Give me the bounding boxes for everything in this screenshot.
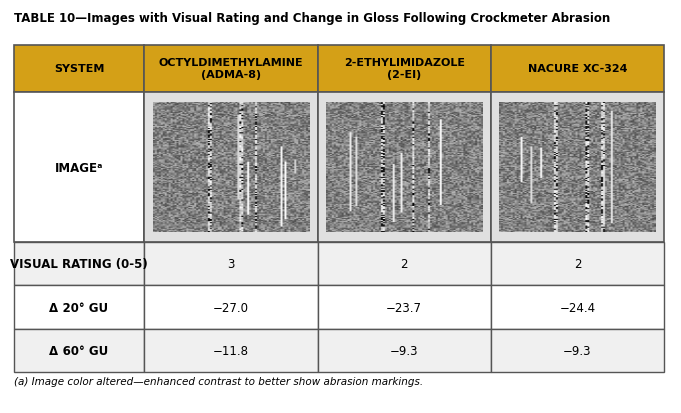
Text: OCTYLDIMETHYLAMINE
(ADMA-8): OCTYLDIMETHYLAMINE (ADMA-8): [159, 58, 303, 80]
Bar: [317, 93, 491, 243]
Bar: [144, 93, 317, 243]
Text: Δ 60° GU: Δ 60° GU: [49, 344, 109, 357]
Bar: [14, 45, 144, 93]
Bar: [144, 285, 317, 329]
Bar: [14, 329, 144, 372]
Text: NACURE XC-324: NACURE XC-324: [528, 64, 627, 74]
Text: −24.4: −24.4: [559, 301, 596, 314]
Bar: [14, 243, 144, 285]
Bar: [491, 93, 664, 243]
Text: −23.7: −23.7: [386, 301, 422, 314]
Bar: [144, 243, 317, 285]
Text: Δ 20° GU: Δ 20° GU: [50, 301, 108, 314]
Bar: [491, 45, 664, 93]
Text: TABLE 10—Images with Visual Rating and Change in Gloss Following Crockmeter Abra: TABLE 10—Images with Visual Rating and C…: [14, 12, 610, 25]
Text: 2-ETHYLIMIDAZOLE
(2-EI): 2-ETHYLIMIDAZOLE (2-EI): [344, 58, 464, 80]
Bar: [14, 285, 144, 329]
Bar: [14, 93, 144, 243]
Text: 2: 2: [573, 258, 582, 271]
Text: 2: 2: [400, 258, 408, 271]
Text: −27.0: −27.0: [213, 301, 249, 314]
Bar: [317, 45, 491, 93]
Bar: [144, 329, 317, 372]
Text: VISUAL RATING (0-5): VISUAL RATING (0-5): [10, 258, 148, 271]
Text: −9.3: −9.3: [390, 344, 419, 357]
Bar: [491, 329, 664, 372]
Bar: [317, 329, 491, 372]
Bar: [491, 243, 664, 285]
Bar: [491, 285, 664, 329]
Bar: [317, 285, 491, 329]
Text: −9.3: −9.3: [563, 344, 592, 357]
Bar: [144, 45, 317, 93]
Text: IMAGEᵃ: IMAGEᵃ: [54, 161, 104, 174]
Text: 3: 3: [227, 258, 235, 271]
Text: SYSTEM: SYSTEM: [54, 64, 104, 74]
Text: −11.8: −11.8: [213, 344, 249, 357]
Text: (a) Image color altered—enhanced contrast to better show abrasion markings.: (a) Image color altered—enhanced contras…: [14, 376, 423, 386]
Bar: [317, 243, 491, 285]
